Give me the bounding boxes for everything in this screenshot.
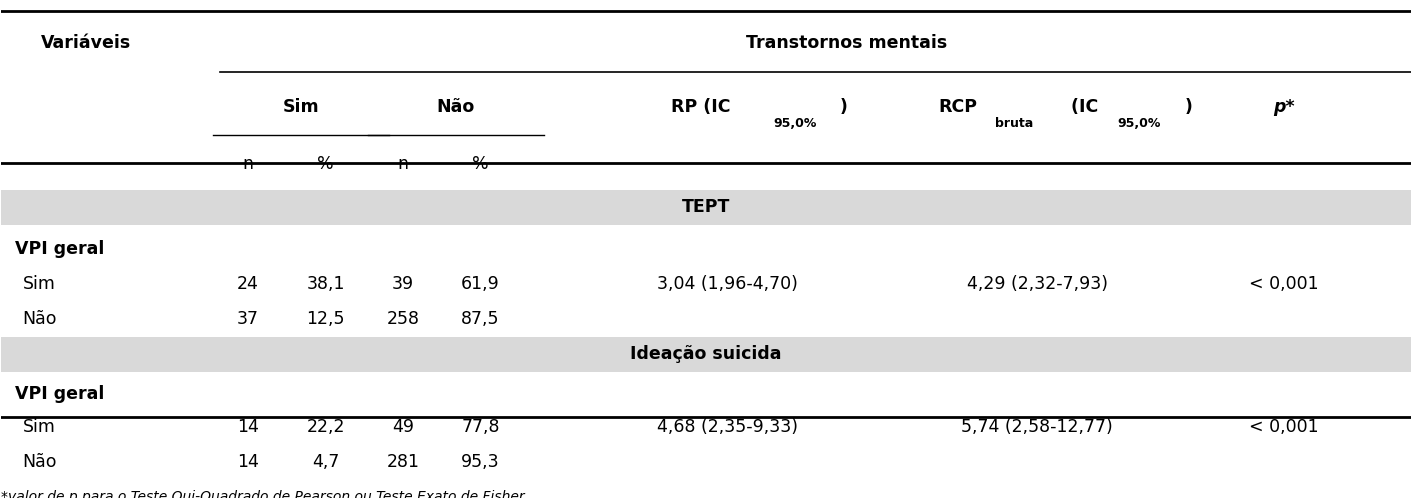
Text: n: n bbox=[243, 154, 254, 173]
Text: 38,1: 38,1 bbox=[306, 275, 345, 293]
Text: p*: p* bbox=[1274, 98, 1295, 116]
Text: ): ) bbox=[840, 98, 847, 116]
Text: 3,04 (1,96-4,70): 3,04 (1,96-4,70) bbox=[657, 275, 798, 293]
Text: Transtornos mentais: Transtornos mentais bbox=[747, 34, 947, 52]
Text: Não: Não bbox=[436, 98, 474, 116]
Text: RCP: RCP bbox=[939, 98, 977, 116]
Text: < 0,001: < 0,001 bbox=[1250, 275, 1319, 293]
Text: Não: Não bbox=[23, 310, 56, 328]
Text: 95,0%: 95,0% bbox=[774, 117, 818, 130]
Text: 87,5: 87,5 bbox=[462, 310, 500, 328]
Text: n: n bbox=[398, 154, 408, 173]
Text: 4,68 (2,35-9,33): 4,68 (2,35-9,33) bbox=[657, 418, 798, 436]
Text: 39: 39 bbox=[393, 275, 414, 293]
Text: 95,0%: 95,0% bbox=[1117, 117, 1161, 130]
Text: Não: Não bbox=[23, 453, 56, 471]
Text: TEPT: TEPT bbox=[682, 198, 730, 217]
Text: 24: 24 bbox=[237, 275, 258, 293]
Text: 5,74 (2,58-12,77): 5,74 (2,58-12,77) bbox=[962, 418, 1113, 436]
Text: 258: 258 bbox=[387, 310, 419, 328]
Bar bbox=[1, 337, 1411, 372]
Text: < 0,001: < 0,001 bbox=[1250, 418, 1319, 436]
Text: (IC: (IC bbox=[1065, 98, 1099, 116]
Text: 4,7: 4,7 bbox=[312, 453, 339, 471]
Text: Sim: Sim bbox=[282, 98, 319, 116]
Text: VPI geral: VPI geral bbox=[16, 385, 104, 403]
Text: ): ) bbox=[1185, 98, 1193, 116]
Text: %: % bbox=[318, 154, 333, 173]
Text: 14: 14 bbox=[237, 418, 258, 436]
Text: Ideação suicida: Ideação suicida bbox=[630, 345, 782, 363]
Text: 4,29 (2,32-7,93): 4,29 (2,32-7,93) bbox=[967, 275, 1107, 293]
Text: 22,2: 22,2 bbox=[306, 418, 345, 436]
Bar bbox=[1, 190, 1411, 225]
Text: 61,9: 61,9 bbox=[462, 275, 500, 293]
Text: bruta: bruta bbox=[995, 117, 1034, 130]
Text: 14: 14 bbox=[237, 453, 258, 471]
Text: 77,8: 77,8 bbox=[462, 418, 500, 436]
Text: Sim: Sim bbox=[23, 418, 55, 436]
Text: 49: 49 bbox=[393, 418, 414, 436]
Text: 95,3: 95,3 bbox=[462, 453, 500, 471]
Text: VPI geral: VPI geral bbox=[16, 240, 104, 258]
Text: Sim: Sim bbox=[23, 275, 55, 293]
Text: %: % bbox=[472, 154, 489, 173]
Text: 37: 37 bbox=[237, 310, 258, 328]
Text: 12,5: 12,5 bbox=[306, 310, 345, 328]
Text: Variáveis: Variáveis bbox=[41, 34, 131, 52]
Text: 281: 281 bbox=[387, 453, 419, 471]
Text: *valor de p para o Teste Qui-Quadrado de Pearson ou Teste Exato de Fisher: *valor de p para o Teste Qui-Quadrado de… bbox=[1, 490, 525, 498]
Text: RP (IC: RP (IC bbox=[671, 98, 730, 116]
